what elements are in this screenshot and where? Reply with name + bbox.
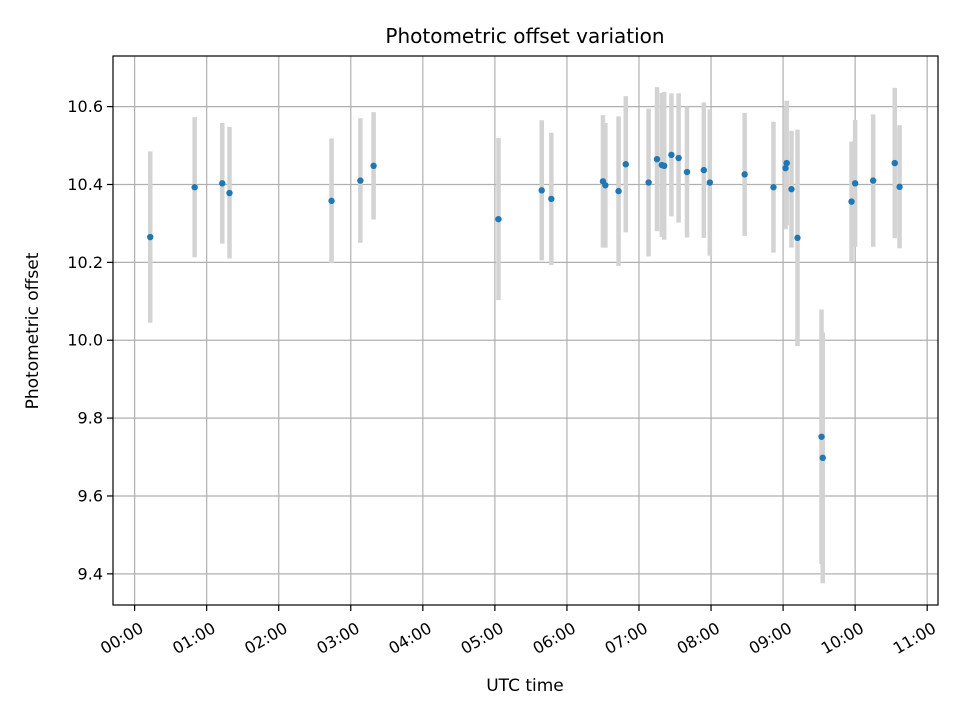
data-point xyxy=(191,184,198,191)
data-point xyxy=(645,179,652,186)
y-tick-label: 10.2 xyxy=(67,253,103,272)
x-axis-title: UTC time xyxy=(486,676,564,696)
y-tick-label: 10.4 xyxy=(67,175,103,194)
data-point xyxy=(370,162,377,169)
plot-frame xyxy=(112,55,939,606)
y-tick-label: 9.6 xyxy=(78,486,103,505)
data-point xyxy=(788,185,795,193)
data-point xyxy=(675,154,682,162)
y-tick-label: 9.4 xyxy=(78,564,103,583)
data-point xyxy=(782,164,789,172)
data-point xyxy=(818,433,825,440)
data-point xyxy=(495,215,502,223)
data-point xyxy=(357,177,364,184)
data-point xyxy=(661,162,668,169)
data-point xyxy=(622,161,629,168)
y-tick-label: 9.8 xyxy=(78,409,103,428)
data-point xyxy=(783,159,790,167)
data-point xyxy=(891,159,898,167)
data-point xyxy=(770,184,777,191)
data-point xyxy=(741,171,748,178)
data-point xyxy=(668,151,675,159)
data-point xyxy=(226,189,233,197)
data-point xyxy=(328,197,335,205)
y-axis: 9.4 9.6 9.8 10.0 10.2 10.4 10.6 xyxy=(67,97,113,583)
y-tick-label: 10.6 xyxy=(67,97,103,116)
data-point xyxy=(548,195,555,203)
data-points xyxy=(147,151,903,462)
data-point xyxy=(653,155,661,163)
data-point xyxy=(896,183,903,191)
y-axis-title: Photometric offset xyxy=(23,252,43,409)
data-point xyxy=(706,179,714,186)
data-point xyxy=(147,233,154,241)
data-point xyxy=(615,187,622,195)
data-point xyxy=(683,168,691,176)
data-point xyxy=(869,177,877,184)
data-point xyxy=(602,182,609,189)
data-point xyxy=(851,180,859,187)
data-point xyxy=(219,180,226,187)
data-point xyxy=(794,234,801,242)
data-point xyxy=(819,454,826,462)
y-tick-label: 10.0 xyxy=(67,331,103,350)
data-point xyxy=(700,166,708,174)
chart-title: Photometric offset variation xyxy=(385,24,664,48)
data-point xyxy=(538,187,545,194)
data-point xyxy=(848,198,855,205)
